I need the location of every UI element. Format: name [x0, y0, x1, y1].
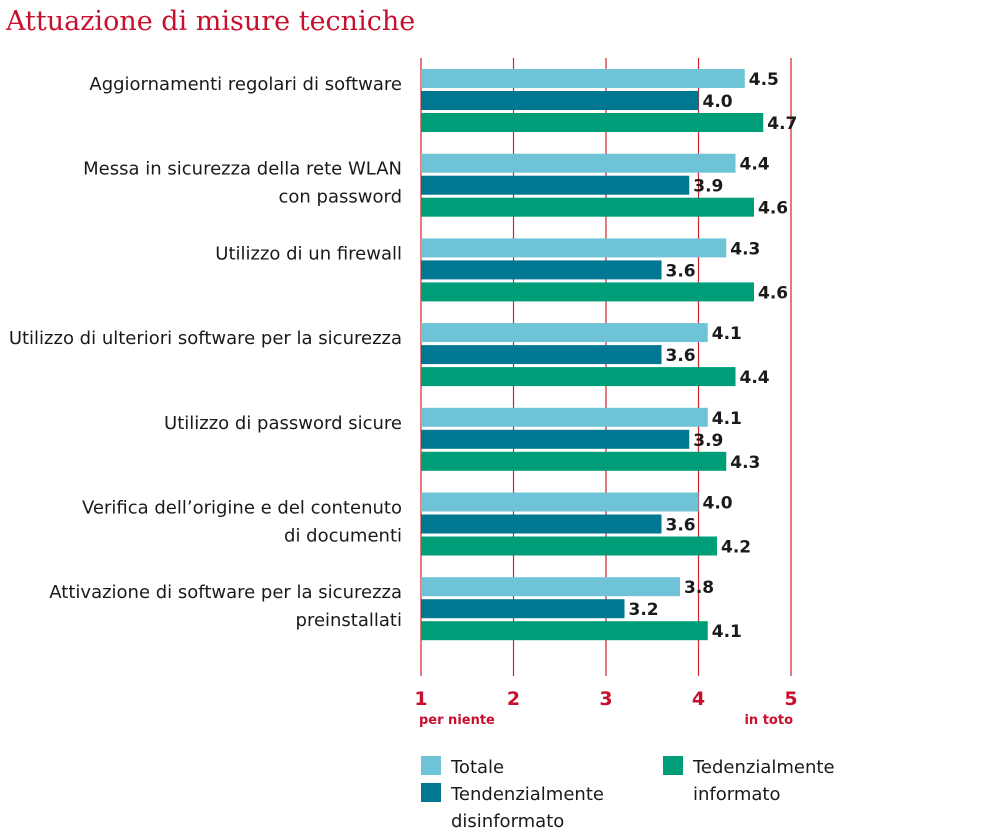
- x-axis: 1 2 3 4 5 per niente in toto: [414, 688, 797, 728]
- value-label-4-1: 3.9: [693, 431, 723, 451]
- value-label-0-1: 4.0: [703, 92, 733, 112]
- x-tick-label-2: 2: [507, 688, 520, 710]
- bar-0-2: [421, 113, 764, 132]
- bar-1-1: [421, 175, 690, 195]
- value-label-2-0: 4.3: [730, 239, 760, 259]
- value-label-3-2: 4.4: [740, 368, 770, 388]
- value-label-2-1: 3.6: [666, 261, 696, 281]
- value-label-0-2: 4.7: [767, 114, 797, 134]
- category-label-1-0: Messa in sicurezza della rete WLAN: [83, 159, 402, 180]
- value-label-1-1: 3.9: [693, 177, 723, 197]
- legend-label-0-0: Totale: [450, 757, 504, 778]
- value-label-6-1: 3.2: [629, 600, 659, 620]
- category-labels: Aggiornamenti regolari di software Messa …: [9, 74, 402, 631]
- value-label-6-0: 3.8: [684, 578, 714, 598]
- category-label-2-0: Utilizzo di un firewall: [215, 243, 402, 264]
- x-axis-min-label: per niente: [419, 713, 495, 728]
- legend-swatch-0: [421, 756, 441, 775]
- legend-label-2-0: Tedenzialmente: [692, 757, 835, 778]
- legend-label-2-1: informato: [693, 784, 780, 805]
- bar-2-2: [421, 282, 754, 302]
- bar-1-2: [421, 197, 754, 217]
- category-label-6-1: preinstallati: [296, 610, 402, 631]
- bar-2-1: [421, 260, 662, 280]
- x-axis-max-label: in toto: [744, 713, 793, 728]
- bar-3-1: [421, 345, 662, 365]
- value-label-1-2: 4.6: [758, 199, 788, 219]
- value-label-2-2: 4.6: [758, 283, 788, 303]
- value-label-5-1: 3.6: [666, 516, 696, 536]
- bar-6-1: [421, 599, 625, 619]
- bar-5-2: [421, 536, 717, 556]
- bars: 4.54.04.74.43.94.64.33.64.64.13.64.44.13…: [421, 69, 797, 642]
- category-label-6-0: Attivazione di software per la sicurezza: [49, 582, 402, 603]
- legend-swatch-1: [421, 783, 441, 802]
- category-label-5-1: di documenti: [284, 526, 402, 547]
- bar-4-2: [421, 451, 727, 471]
- bar-1-0: [421, 153, 736, 173]
- value-label-6-2: 4.1: [712, 622, 742, 642]
- bar-6-2: [421, 621, 708, 641]
- value-label-5-0: 4.0: [703, 494, 733, 514]
- value-label-1-0: 4.4: [740, 155, 770, 175]
- value-label-5-2: 4.2: [721, 538, 751, 558]
- x-tick-label-4: 4: [692, 688, 705, 710]
- bar-4-0: [421, 407, 708, 427]
- legend-swatch-2: [663, 756, 683, 775]
- bar-5-0: [421, 492, 699, 512]
- value-label-4-0: 4.1: [712, 409, 742, 429]
- legend-label-1-0: Tendenzialmente: [450, 784, 604, 805]
- category-label-5-0: Verifica dell’origine e del contenuto: [82, 498, 402, 519]
- category-label-3-0: Utilizzo di ulteriori software per la si…: [9, 328, 402, 349]
- bar-4-1: [421, 429, 690, 449]
- value-label-4-2: 4.3: [730, 453, 760, 473]
- bar-3-0: [421, 323, 708, 343]
- x-tick-label-5: 5: [784, 688, 797, 710]
- bar-0-0: [421, 69, 745, 88]
- chart-title: Attuazione di misure tecniche: [5, 6, 415, 37]
- value-label-3-0: 4.1: [712, 324, 742, 344]
- value-label-3-1: 3.6: [666, 346, 696, 366]
- category-label-4-0: Utilizzo di password sicure: [164, 413, 402, 434]
- legend: Totale Tendenzialmente disinformato Tedenzi…: [421, 756, 835, 828]
- category-label-1-1: con password: [279, 187, 403, 208]
- x-tick-label-1: 1: [414, 688, 427, 710]
- bar-2-0: [421, 238, 727, 258]
- bar-5-1: [421, 514, 662, 534]
- category-label-0-0: Aggiornamenti regolari di software: [89, 74, 402, 95]
- value-label-0-0: 4.5: [749, 70, 779, 90]
- bar-3-2: [421, 367, 736, 387]
- bar-6-0: [421, 577, 680, 597]
- legend-label-1-1: disinformato: [451, 811, 564, 828]
- x-tick-label-3: 3: [599, 688, 612, 710]
- bar-0-1: [421, 91, 699, 110]
